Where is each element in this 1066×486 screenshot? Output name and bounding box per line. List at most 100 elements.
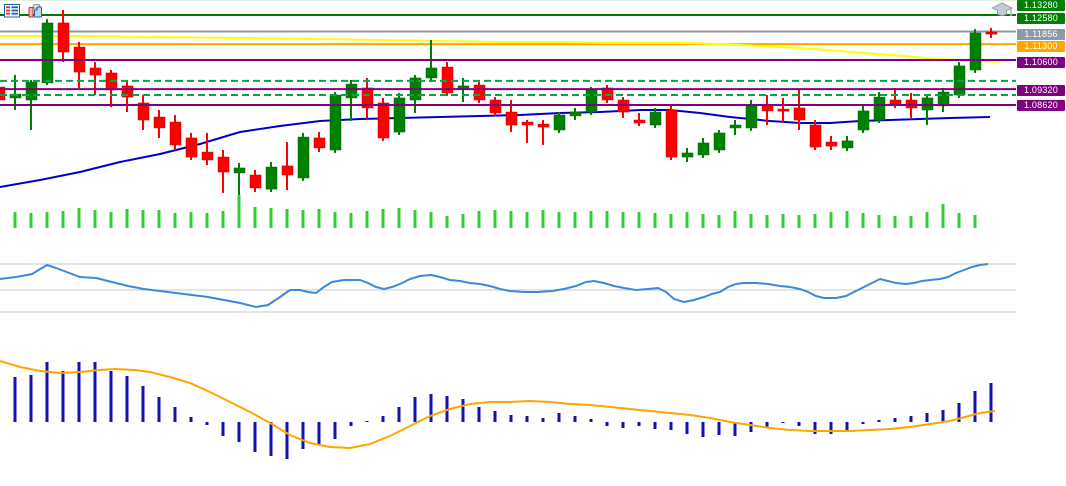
macd-histogram-bar: [781, 422, 785, 423]
volume-bar: [157, 210, 161, 228]
candle: [617, 97, 630, 118]
volume-bar: [237, 195, 241, 228]
volume-bar: [957, 213, 961, 228]
macd-histogram-bar: [877, 420, 881, 422]
macd-histogram-bar: [989, 383, 993, 422]
ma-fast-blue: [0, 109, 991, 188]
price-level-label: 1.09320: [1017, 84, 1065, 96]
candle: [569, 107, 582, 120]
macd-histogram-bar: [189, 417, 193, 422]
volume-bar: [29, 213, 33, 228]
candle: [441, 62, 454, 96]
candle: [665, 105, 678, 160]
macd-histogram-bar: [269, 422, 273, 456]
price-level-label: 1.11300: [1017, 40, 1065, 52]
ma-slow-yellow: [0, 35, 1001, 63]
candle: [713, 130, 726, 153]
candle: [313, 132, 326, 153]
macd-histogram-bar: [621, 422, 625, 428]
macd-histogram-bar: [557, 413, 561, 422]
price-level-label: 1.13280: [1017, 0, 1065, 11]
macd-histogram-bar: [685, 422, 689, 434]
candle: [425, 40, 438, 83]
candle: [841, 135, 854, 152]
volume-bar: [221, 211, 225, 228]
candle: [777, 97, 790, 123]
price-level-label: 1.08620: [1017, 99, 1065, 111]
candle: [137, 95, 150, 130]
macd-histogram-bar: [509, 415, 513, 422]
candle: [265, 162, 278, 193]
macd-histogram-bar: [285, 422, 289, 459]
macd-histogram-bar: [669, 422, 673, 430]
candle: [921, 95, 934, 125]
volume-bar: [653, 213, 657, 228]
volume-bar: [93, 210, 97, 228]
price-level-label: 1.12580: [1017, 12, 1065, 24]
macd-histogram-bar: [141, 386, 145, 422]
volume-bar: [845, 211, 849, 228]
candle: [969, 29, 982, 73]
candle: [585, 87, 598, 115]
graduation-cap-icon[interactable]: [991, 2, 1013, 19]
macd-histogram-bar: [29, 375, 33, 422]
volume-bar: [717, 215, 721, 228]
volume-bar: [589, 211, 593, 228]
volume-bar: [109, 212, 113, 228]
candle: [121, 80, 134, 113]
candle: [697, 137, 710, 158]
macd-histogram-bar: [973, 391, 977, 422]
candle: [281, 142, 294, 190]
macd-histogram-bar: [205, 422, 209, 425]
macd-histogram-bar: [301, 422, 305, 449]
candle: [361, 77, 374, 120]
candle: [809, 120, 822, 150]
volume-bar: [909, 216, 913, 228]
macd-histogram-bar: [653, 422, 657, 429]
market-watch-icon[interactable]: [4, 4, 21, 18]
macd-histogram-bar: [237, 422, 241, 442]
candle: [297, 132, 310, 181]
volume-bar: [285, 209, 289, 228]
candle: [825, 135, 838, 150]
volume-bar: [141, 210, 145, 228]
macd-histogram-bar: [717, 422, 721, 435]
macd-histogram-bar: [365, 421, 369, 422]
volume-bar: [397, 208, 401, 228]
macd-histogram-bar: [701, 422, 705, 437]
candle: [329, 92, 342, 153]
volume-bar: [733, 211, 737, 228]
current-price-label: 1.11856: [1017, 28, 1065, 40]
macd-histogram-bar: [925, 413, 929, 422]
macd-histogram-bar: [541, 418, 545, 422]
macd-histogram-bar: [605, 422, 609, 426]
macd-histogram-bar: [589, 419, 593, 422]
candle: [937, 87, 950, 113]
volume-bar: [333, 212, 337, 228]
volume-bar: [125, 209, 129, 228]
macd-histogram-bar: [829, 422, 833, 434]
volume-bar: [669, 214, 673, 228]
volume-bar: [493, 210, 497, 228]
macd-histogram-bar: [525, 416, 529, 422]
macd-histogram-bar: [413, 397, 417, 422]
volume-bar: [829, 212, 833, 228]
macd-histogram-bar: [733, 422, 737, 436]
macd-histogram-bar: [637, 422, 641, 426]
volume-bar: [557, 212, 561, 228]
macd-histogram-bar: [765, 422, 769, 427]
macd-histogram-bar: [397, 407, 401, 422]
price-axis: 1.13280 1.12580 1.11856 1.11300 1.10600 1.093…: [1017, 0, 1066, 486]
volume-bar: [445, 216, 449, 228]
volume-bar: [893, 216, 897, 228]
volume-bar: [253, 207, 257, 228]
candle: [489, 97, 502, 116]
macd-histogram-bar: [957, 403, 961, 422]
macd-histogram-bar: [909, 416, 913, 422]
chart-objects-icon[interactable]: [28, 4, 45, 18]
candle: [873, 92, 886, 123]
candle: [345, 80, 358, 121]
macd-histogram-bar: [221, 422, 225, 436]
